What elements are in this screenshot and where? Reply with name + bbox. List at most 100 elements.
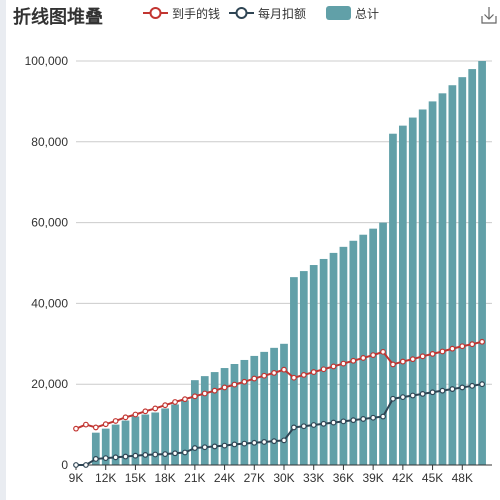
line-point[interactable] [241,440,248,447]
bar[interactable] [280,343,288,465]
line-point[interactable] [360,416,367,422]
line-point[interactable] [380,413,386,420]
line-point[interactable] [459,343,466,350]
line-point[interactable] [429,351,436,357]
legend-item-monthly-deduction[interactable]: 每月扣额 [229,5,306,21]
line-point[interactable] [439,387,446,394]
line-point[interactable] [92,424,99,431]
bar[interactable] [458,77,467,465]
line-point[interactable] [162,402,169,409]
line-point[interactable] [122,453,129,460]
line-point[interactable] [73,462,79,468]
line-point[interactable] [102,421,109,428]
bar[interactable] [101,428,110,465]
line-point[interactable] [83,462,89,468]
line-point[interactable] [92,456,99,462]
line-point[interactable] [112,454,119,461]
bar[interactable] [329,252,338,465]
bar[interactable] [379,222,387,465]
bar[interactable] [408,117,417,465]
bar[interactable] [290,277,298,465]
line-point[interactable] [350,357,357,364]
line-point[interactable] [320,420,327,427]
line-point[interactable] [162,451,169,457]
line-point[interactable] [380,348,386,355]
bar[interactable] [151,412,160,465]
bar[interactable] [171,404,179,465]
bar[interactable] [260,351,269,465]
bar[interactable] [270,347,278,465]
line-point[interactable] [182,449,188,456]
line-point[interactable] [132,452,139,459]
line-point[interactable] [271,369,277,376]
line-point[interactable] [281,437,287,444]
line-point[interactable] [231,441,238,448]
line-point[interactable] [271,438,277,445]
line-point[interactable] [399,394,406,401]
legend-item-net-pay[interactable]: 到手的钱 [143,5,220,21]
bar[interactable] [190,380,199,465]
line-point[interactable] [261,372,268,379]
line-point[interactable] [152,451,159,458]
line-point[interactable] [172,399,178,405]
save-image-button[interactable] [481,6,497,24]
line-point[interactable] [291,374,297,381]
line-point[interactable] [251,439,258,446]
line-point[interactable] [409,392,416,399]
line-point[interactable] [310,369,317,375]
line-point[interactable] [112,418,119,424]
line-point[interactable] [300,372,307,378]
line-point[interactable] [191,445,198,451]
bar[interactable] [181,400,189,465]
line-point[interactable] [449,345,456,352]
line-point[interactable] [370,352,377,359]
bar[interactable] [438,93,447,465]
bar[interactable] [210,372,219,465]
bar[interactable] [240,359,249,465]
bar[interactable] [359,234,368,465]
bar[interactable] [230,364,239,465]
line-point[interactable] [102,455,109,462]
line-point[interactable] [350,417,357,424]
legend-item-total[interactable]: 总计 [326,5,379,21]
bar[interactable] [309,265,318,465]
bar[interactable] [220,368,229,465]
line-point[interactable] [429,389,436,396]
line-point[interactable] [390,395,396,402]
line-point[interactable] [459,384,466,391]
line-point[interactable] [132,411,139,418]
bar[interactable] [448,85,457,466]
line-point[interactable] [231,381,238,388]
line-point[interactable] [152,405,159,412]
line-point[interactable] [320,366,327,373]
line-point[interactable] [291,424,297,431]
bar[interactable] [121,420,130,465]
line-point[interactable] [172,450,178,457]
bar[interactable] [478,61,486,465]
bar[interactable] [161,408,170,465]
bar[interactable] [141,414,150,466]
bar[interactable] [418,109,427,465]
line-point[interactable] [469,382,476,389]
line-point[interactable] [340,360,347,367]
line-point[interactable] [142,452,149,458]
line-point[interactable] [182,396,188,403]
line-point[interactable] [261,439,268,445]
line-point[interactable] [73,425,79,432]
line-point[interactable] [281,366,287,373]
bar[interactable] [428,101,437,466]
line-point[interactable] [201,390,208,397]
line-point[interactable] [251,375,258,382]
line-point[interactable] [330,363,337,370]
bar[interactable] [299,271,308,465]
line-point[interactable] [221,384,228,391]
line-point[interactable] [479,338,485,345]
line-point[interactable] [310,422,317,428]
line-point[interactable] [191,393,198,400]
line-point[interactable] [241,378,248,385]
line-point[interactable] [370,414,377,421]
bar[interactable] [319,258,328,465]
bar[interactable] [200,376,209,465]
line-point[interactable] [419,390,426,397]
bar[interactable] [389,133,397,465]
